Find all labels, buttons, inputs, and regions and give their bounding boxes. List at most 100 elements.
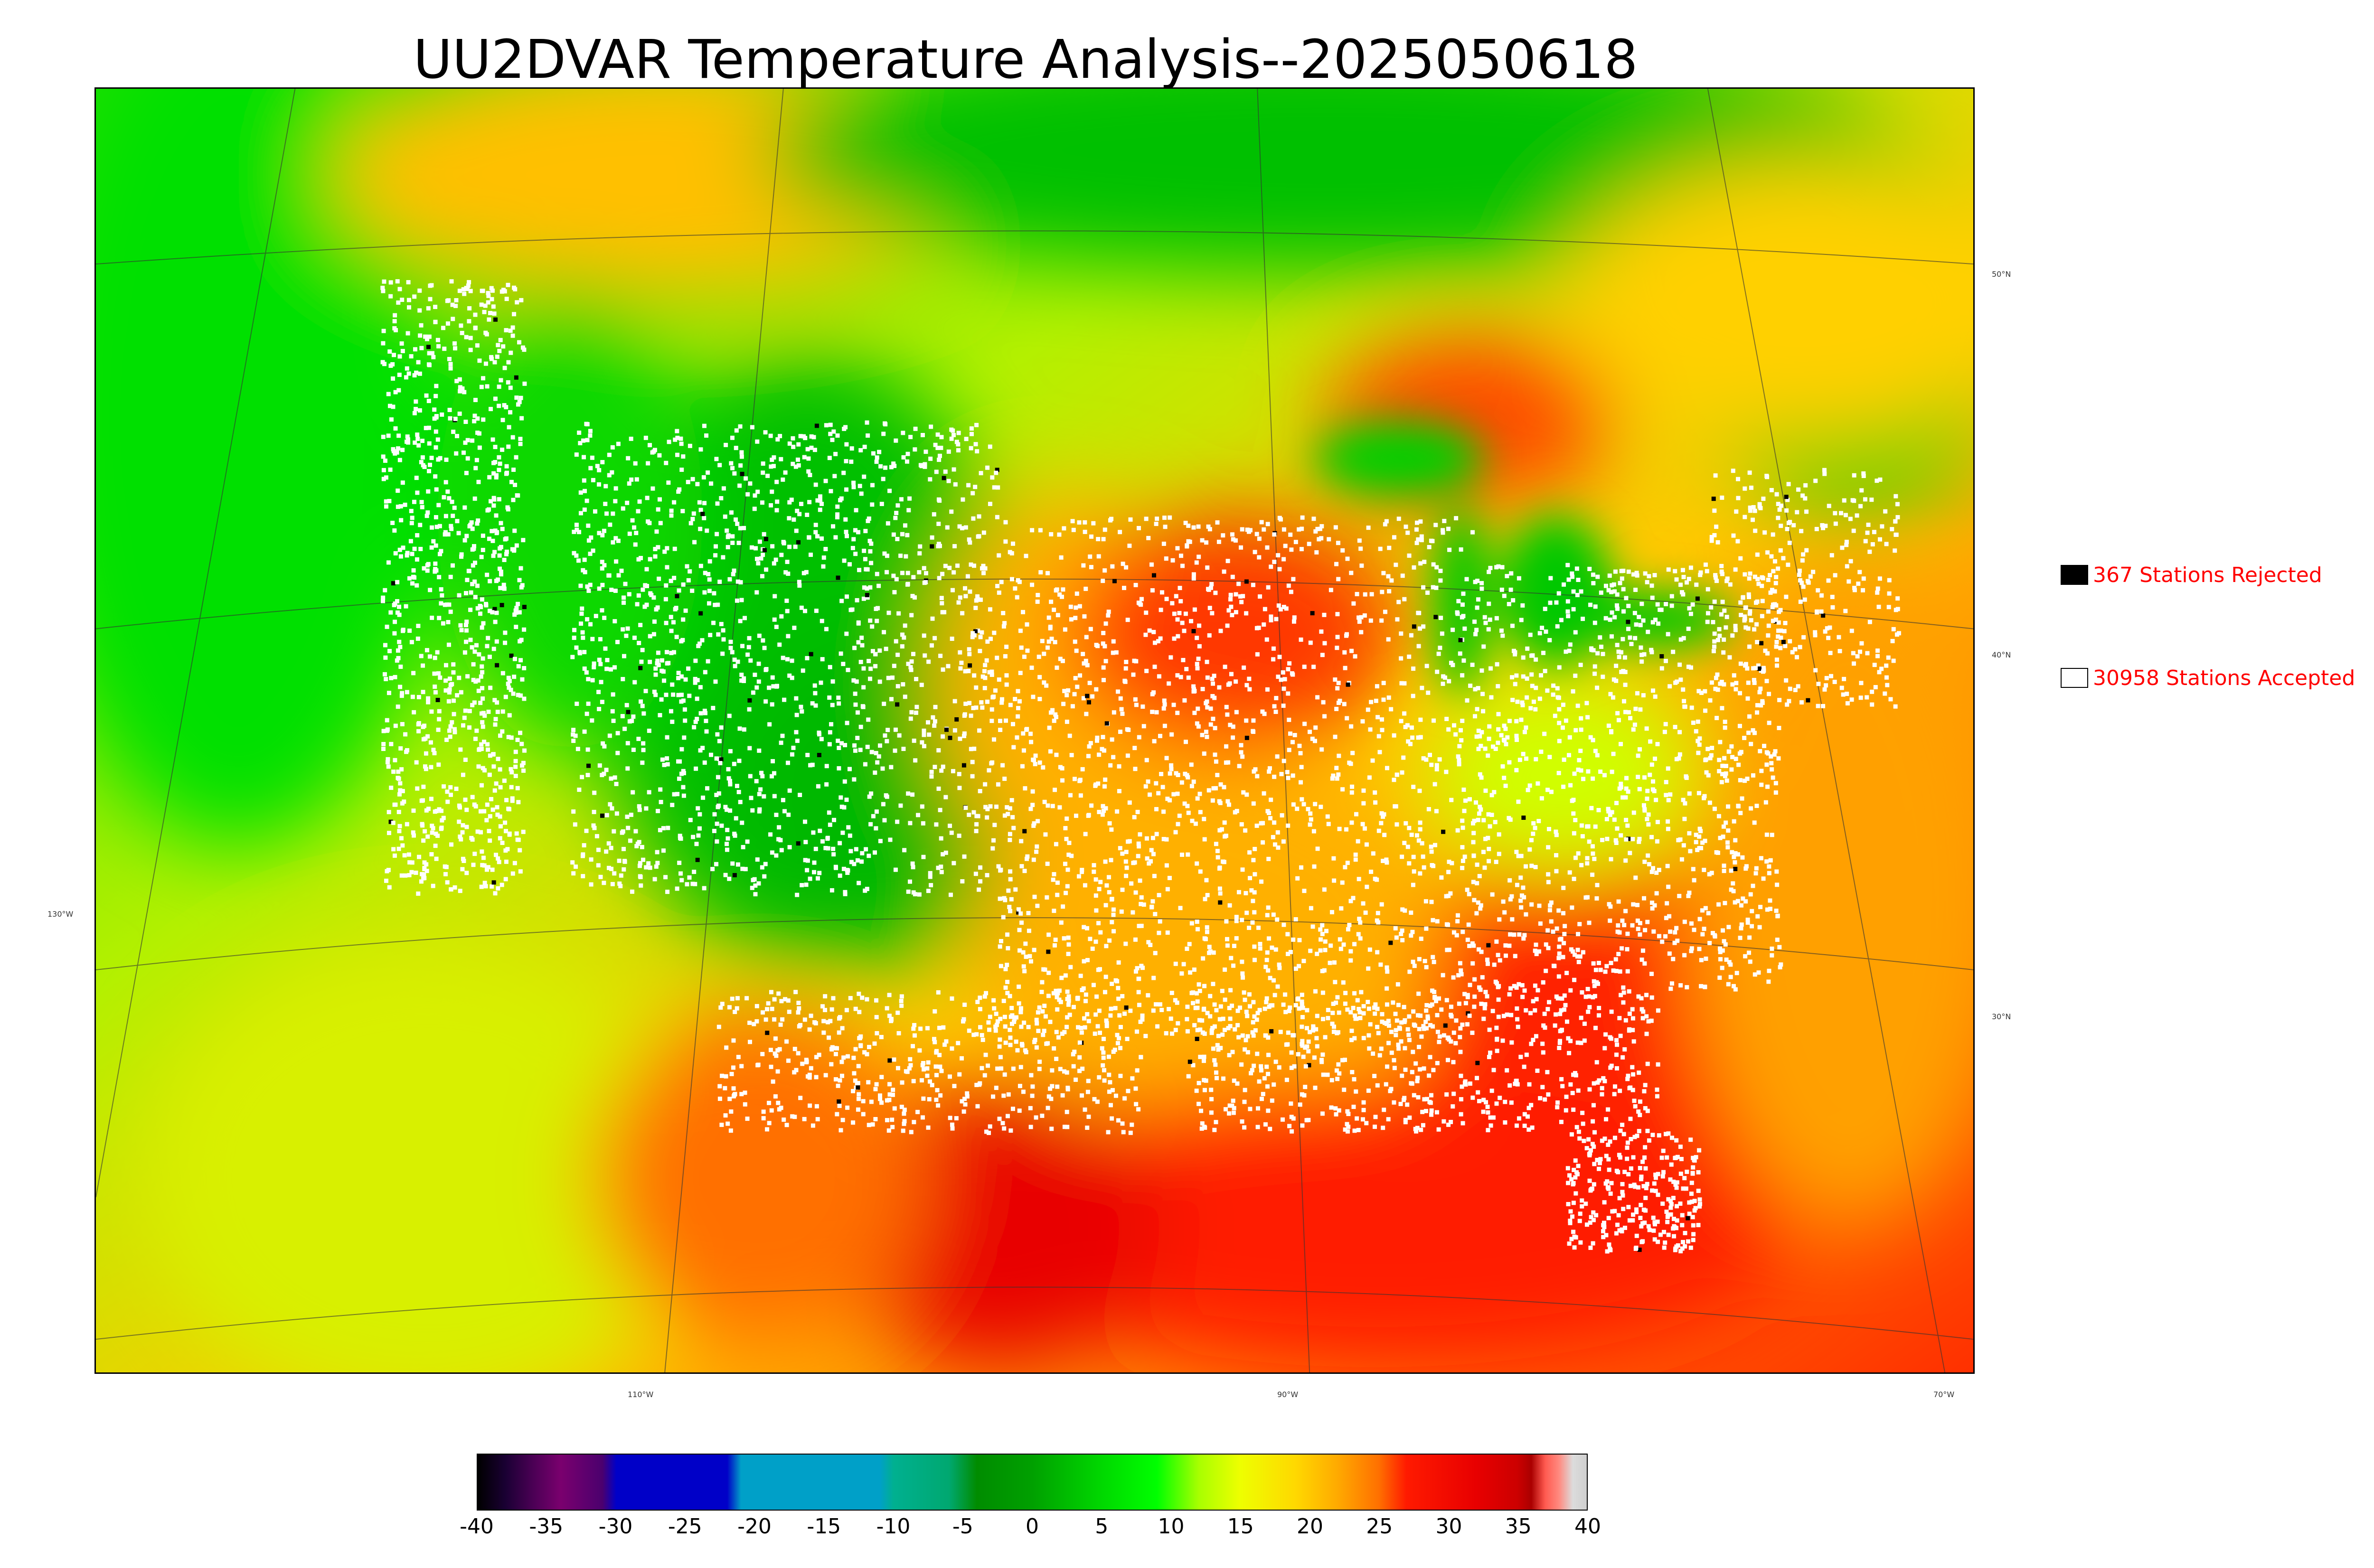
station-marker xyxy=(486,636,490,640)
station-marker xyxy=(1357,1007,1361,1011)
station-marker xyxy=(433,844,438,848)
station-marker xyxy=(468,608,472,612)
station-marker xyxy=(1557,951,1562,956)
station-marker xyxy=(1085,694,1089,698)
station-marker xyxy=(1023,941,1027,946)
station-marker xyxy=(841,662,845,666)
station-marker xyxy=(444,480,448,484)
station-marker xyxy=(1010,815,1015,819)
station-marker xyxy=(1664,916,1668,920)
station-marker xyxy=(1633,588,1638,592)
station-marker xyxy=(902,848,906,852)
station-marker xyxy=(1300,1000,1304,1004)
station-marker xyxy=(719,496,723,500)
station-marker xyxy=(424,426,428,430)
station-marker xyxy=(830,438,834,442)
station-marker xyxy=(454,298,458,302)
station-marker xyxy=(863,889,867,893)
station-marker xyxy=(1202,817,1206,821)
station-marker xyxy=(1528,783,1532,788)
station-marker xyxy=(733,873,737,877)
station-marker xyxy=(1358,920,1362,925)
station-marker xyxy=(1687,891,1691,895)
station-marker xyxy=(1164,556,1168,561)
temperature-map[interactable] xyxy=(94,87,1975,1374)
station-marker xyxy=(1624,776,1629,780)
station-marker xyxy=(1616,649,1620,654)
station-marker xyxy=(1369,619,1373,623)
station-marker xyxy=(1727,750,1731,754)
station-marker xyxy=(721,555,725,559)
station-marker xyxy=(485,573,489,577)
station-marker xyxy=(650,487,655,491)
station-marker xyxy=(1297,527,1301,532)
station-marker xyxy=(831,852,836,856)
station-marker xyxy=(1148,792,1152,797)
station-marker xyxy=(756,561,760,565)
station-marker xyxy=(514,625,518,629)
station-marker xyxy=(632,680,637,685)
station-marker xyxy=(1124,874,1128,878)
station-marker xyxy=(1375,919,1379,923)
station-marker xyxy=(430,526,434,530)
station-marker xyxy=(1656,742,1660,746)
station-marker xyxy=(646,519,650,524)
station-marker xyxy=(1528,706,1533,710)
station-marker xyxy=(1779,962,1783,967)
station-marker xyxy=(1192,779,1196,784)
station-marker xyxy=(672,576,676,580)
station-marker xyxy=(744,476,748,480)
station-marker xyxy=(914,705,919,709)
station-marker xyxy=(1162,542,1166,546)
station-marker xyxy=(1432,960,1436,964)
station-marker xyxy=(870,483,875,487)
station-marker xyxy=(396,433,401,438)
station-marker xyxy=(1015,595,1019,600)
station-marker xyxy=(1333,735,1338,739)
station-marker xyxy=(1321,700,1326,704)
station-marker xyxy=(383,459,387,463)
station-marker xyxy=(1162,516,1167,520)
station-marker xyxy=(578,583,583,588)
station-marker xyxy=(1573,630,1578,634)
station-marker xyxy=(1367,775,1372,779)
station-marker xyxy=(941,852,945,856)
station-marker xyxy=(1184,521,1188,525)
station-marker xyxy=(1052,608,1056,612)
station-marker xyxy=(1395,617,1399,621)
station-marker xyxy=(1153,665,1157,669)
station-marker xyxy=(1226,559,1230,563)
station-marker xyxy=(1266,585,1271,590)
station-marker xyxy=(464,629,469,633)
station-marker xyxy=(620,569,624,573)
station-marker xyxy=(412,710,416,714)
station-marker xyxy=(1065,693,1069,697)
station-marker xyxy=(447,602,451,607)
station-marker xyxy=(505,471,509,475)
station-marker xyxy=(852,862,856,866)
station-marker xyxy=(1742,736,1746,740)
station-marker xyxy=(1251,583,1255,587)
station-marker xyxy=(1722,825,1726,829)
station-marker xyxy=(1237,890,1241,894)
station-marker xyxy=(729,461,733,465)
station-marker xyxy=(473,466,478,470)
station-marker xyxy=(1248,528,1253,532)
station-marker xyxy=(1433,782,1437,786)
station-marker xyxy=(495,663,499,667)
station-marker xyxy=(1104,883,1109,888)
station-marker xyxy=(1739,926,1743,930)
station-marker xyxy=(1555,927,1559,931)
station-marker xyxy=(582,650,586,654)
station-marker xyxy=(753,673,757,677)
station-marker xyxy=(1483,621,1488,625)
station-marker xyxy=(388,294,393,299)
station-marker xyxy=(748,481,752,486)
station-marker xyxy=(1195,920,1199,924)
station-marker xyxy=(1591,581,1595,585)
station-marker xyxy=(451,430,455,434)
station-marker xyxy=(1119,696,1123,701)
station-marker xyxy=(614,559,618,563)
station-marker xyxy=(1769,858,1773,863)
station-marker xyxy=(753,892,757,896)
